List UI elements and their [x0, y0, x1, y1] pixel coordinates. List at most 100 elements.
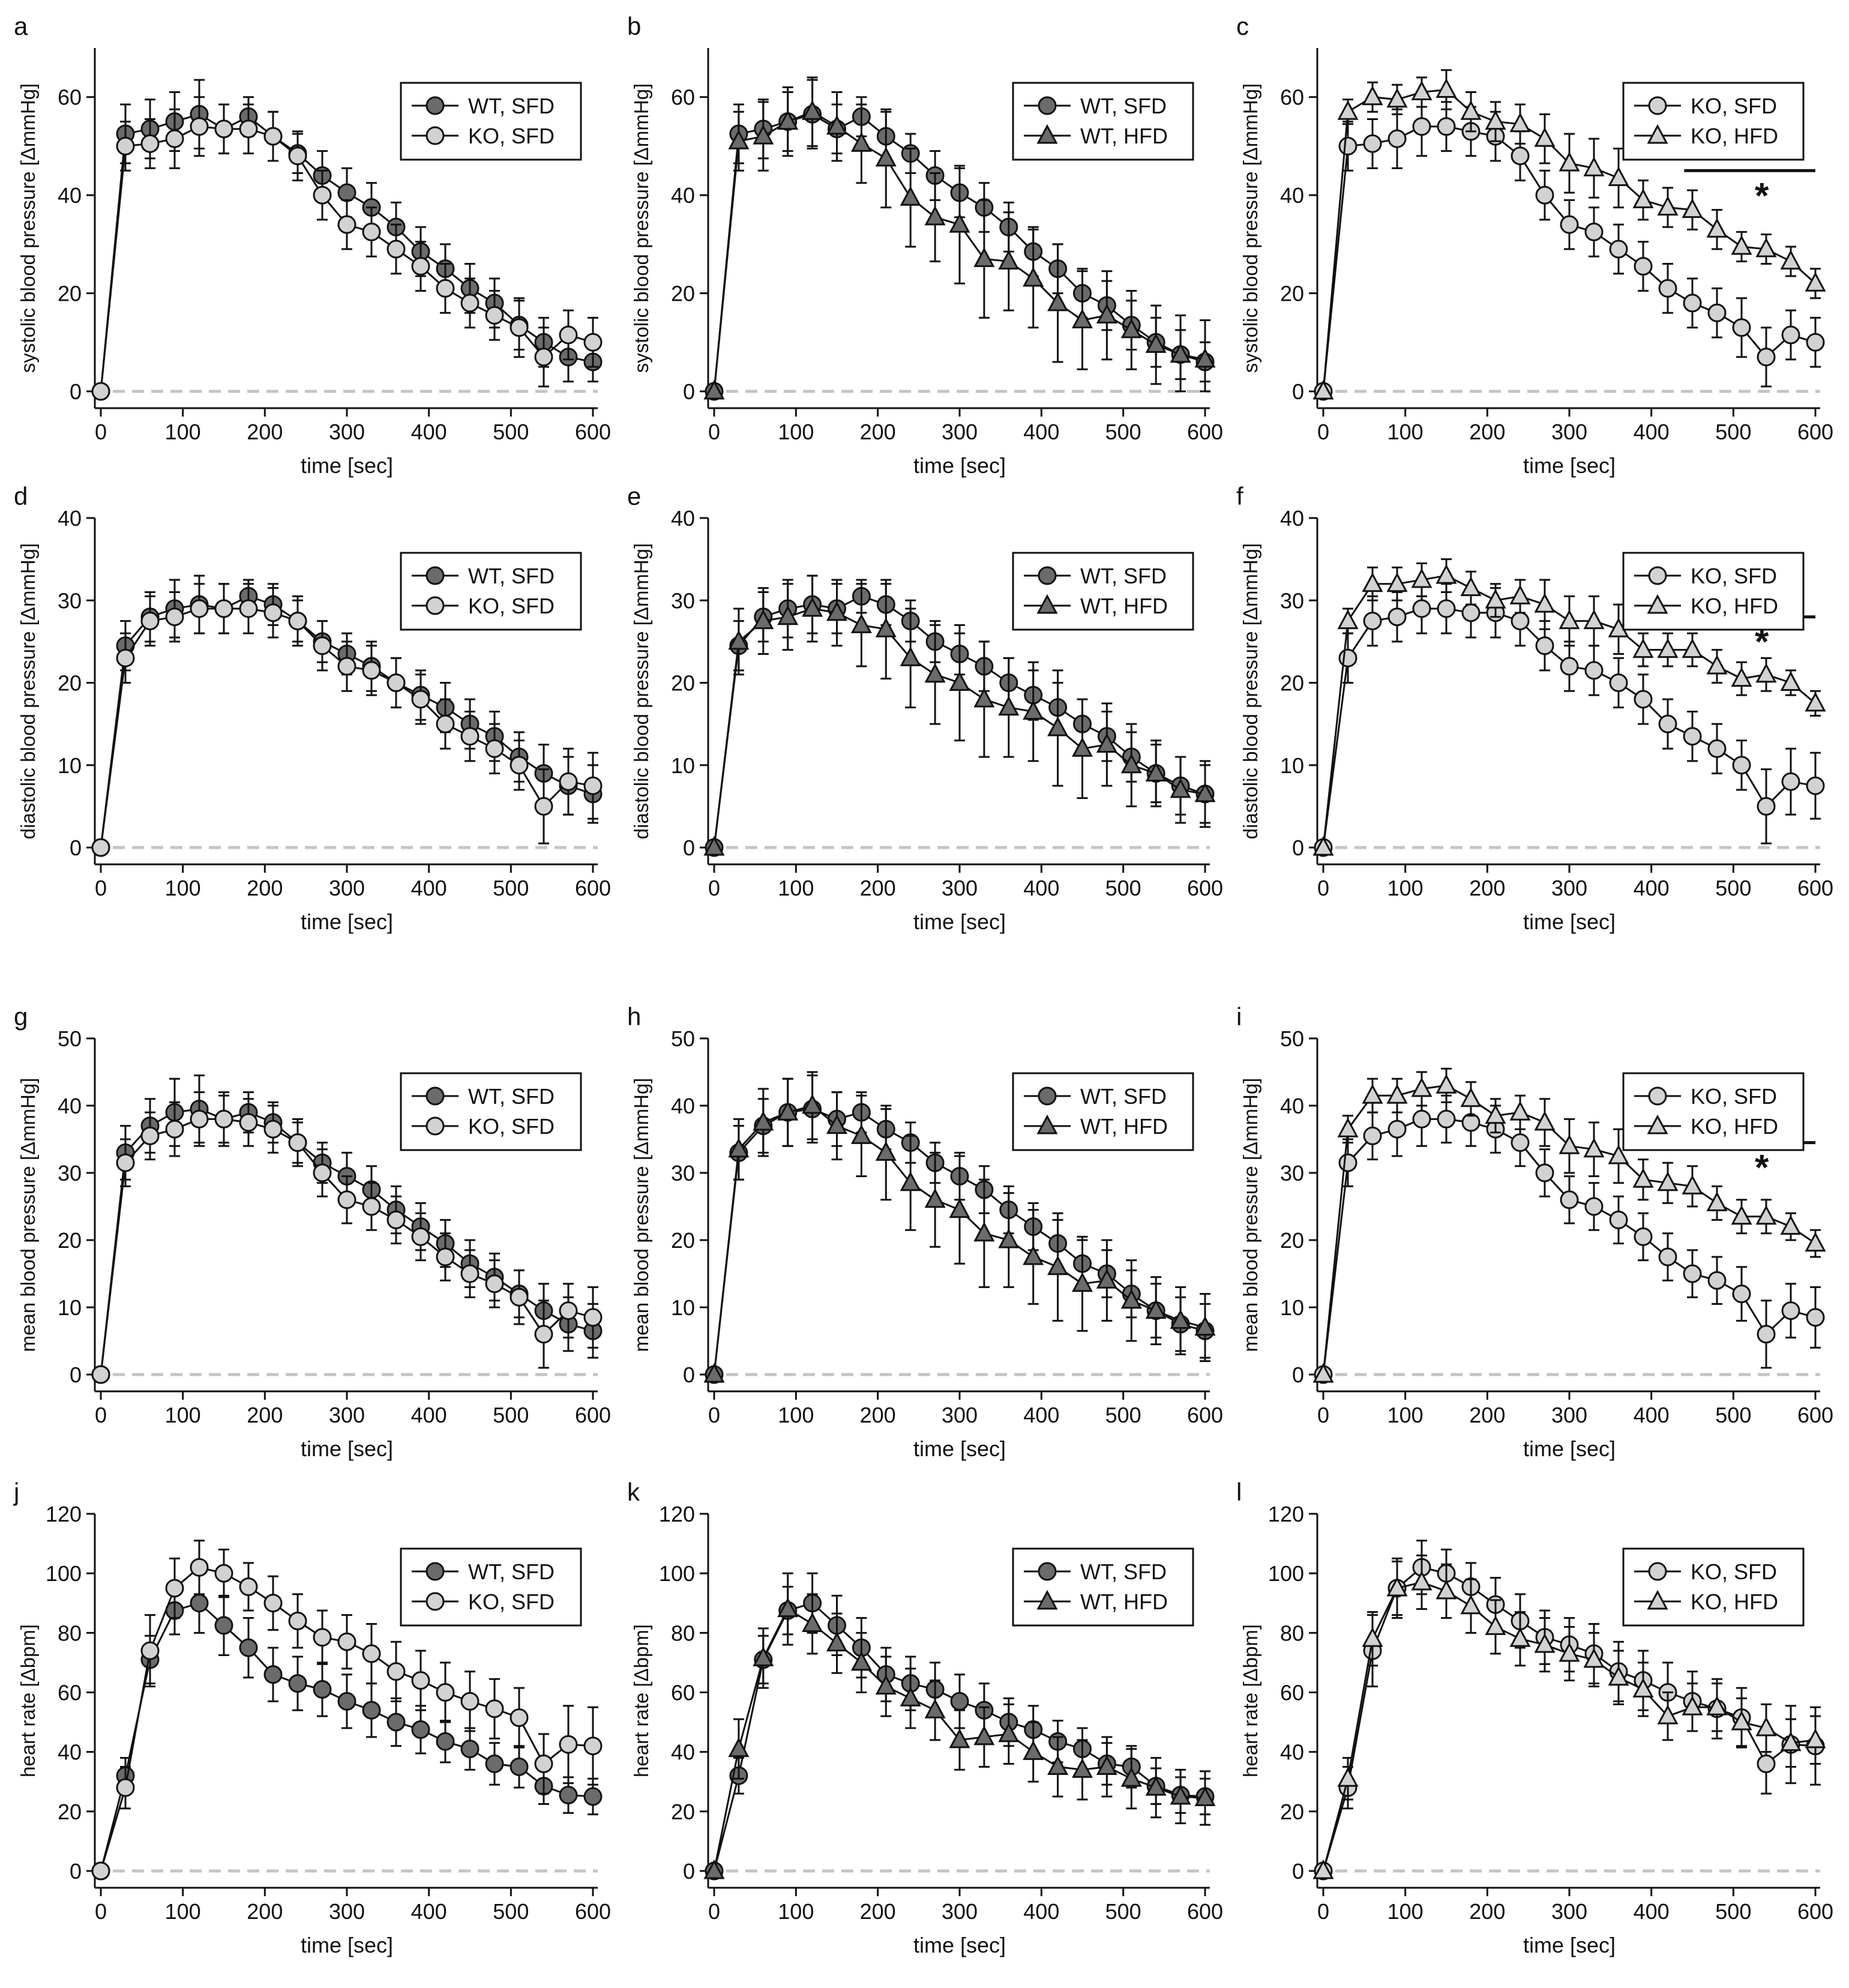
y-tick-label: 30: [1280, 1161, 1304, 1185]
legend-marker: [425, 1592, 445, 1611]
x-tick-label: 600: [1797, 1403, 1833, 1427]
data-point: [1047, 1255, 1069, 1276]
legend-marker: [1648, 566, 1667, 585]
legend-label: KO, SFD: [1691, 1084, 1777, 1109]
data-point: [1658, 714, 1677, 733]
data-point: [1559, 609, 1580, 630]
data-point: [1338, 1153, 1357, 1172]
x-axis-label: time [sec]: [1523, 909, 1616, 934]
data-point: [510, 1708, 529, 1727]
legend-marker: [1647, 1589, 1668, 1610]
legend-label: WT, SFD: [1080, 1559, 1167, 1584]
data-point: [826, 1631, 848, 1652]
data-point: [1170, 343, 1191, 363]
data-point: [288, 1612, 307, 1630]
data-point: [1682, 198, 1703, 218]
legend-label: KO, SFD: [1691, 94, 1777, 118]
y-tick-label: 0: [70, 1859, 82, 1884]
y-axis-label: diastolic blood pressure [ΔmmHg]: [630, 543, 652, 839]
legend-marker: [1648, 1086, 1667, 1106]
data-point: [850, 1124, 872, 1144]
legend-box: [1012, 1547, 1194, 1627]
data-point: [1534, 1633, 1556, 1653]
y-tick-label: 40: [1280, 183, 1304, 208]
data-point: [949, 1728, 970, 1749]
data-point: [1412, 117, 1431, 136]
data-point: [559, 325, 578, 345]
x-tick-label: 300: [329, 1403, 365, 1427]
data-point: [1560, 657, 1579, 676]
data-point: [1805, 1728, 1826, 1749]
data-point: [1707, 739, 1727, 758]
data-point: [1485, 1615, 1506, 1635]
y-tick-label: 40: [58, 1094, 82, 1118]
x-tick-label: 100: [165, 1403, 201, 1427]
data-point: [436, 1683, 455, 1702]
data-point: [1755, 663, 1777, 683]
x-tick-label: 200: [1469, 420, 1505, 444]
legend-box: [400, 1072, 582, 1151]
y-tick-label: 60: [1280, 1681, 1304, 1705]
data-point: [386, 1712, 406, 1732]
data-point: [1337, 100, 1359, 120]
y-tick-label: 60: [1280, 85, 1304, 110]
y-axis-label: diastolic blood pressure [ΔmmHg]: [1239, 543, 1261, 839]
data-point: [1145, 762, 1167, 782]
data-point: [1312, 1859, 1334, 1879]
x-tick-label: 500: [1715, 1899, 1751, 1924]
y-tick-label: 10: [58, 1295, 82, 1320]
x-tick-label: 200: [1469, 1899, 1505, 1924]
data-point: [1023, 267, 1044, 287]
data-point: [510, 318, 529, 337]
x-tick-label: 100: [165, 876, 201, 900]
data-point: [485, 739, 504, 758]
data-point: [1485, 589, 1506, 609]
data-point: [1781, 1301, 1800, 1321]
data-point: [802, 1094, 823, 1114]
y-tick-label: 30: [58, 588, 82, 613]
legend-label: KO, HFD: [1691, 594, 1778, 618]
x-tick-label: 600: [1797, 876, 1833, 900]
y-tick-label: 10: [671, 1295, 695, 1320]
data-point: [91, 1861, 110, 1881]
x-tick-label: 200: [1469, 1403, 1505, 1427]
data-point: [1145, 333, 1167, 353]
y-tick-label: 10: [58, 753, 82, 778]
legend-marker: [425, 1086, 445, 1106]
data-point: [1388, 129, 1407, 148]
data-point: [559, 1786, 578, 1805]
data-point: [510, 1757, 529, 1776]
legend-box: [1012, 1072, 1194, 1151]
data-point: [826, 601, 848, 621]
data-point: [1436, 1579, 1457, 1600]
legend-label: KO, SFD: [1691, 1559, 1777, 1584]
data-point: [1411, 1570, 1433, 1591]
data-point: [1437, 1109, 1456, 1128]
y-tick-label: 40: [1280, 1740, 1304, 1765]
data-point: [239, 119, 258, 139]
x-tick-label: 600: [575, 876, 611, 900]
x-tick-label: 100: [778, 876, 814, 900]
data-point: [1338, 136, 1357, 155]
data-point: [1657, 196, 1679, 216]
y-tick-label: 0: [1292, 1859, 1304, 1884]
x-axis-label: time [sec]: [301, 909, 393, 934]
x-tick-label: 300: [1551, 420, 1587, 444]
legend-marker: [1647, 594, 1668, 614]
y-tick-label: 20: [1280, 671, 1304, 696]
data-point: [214, 1564, 233, 1583]
x-tick-label: 100: [165, 1899, 201, 1924]
data-point: [1460, 1594, 1482, 1615]
legend-label: KO, SFD: [468, 594, 555, 618]
x-tick-label: 100: [1388, 1403, 1424, 1427]
data-point: [703, 379, 725, 400]
y-tick-label: 20: [671, 282, 695, 306]
data-point: [1096, 304, 1117, 324]
data-point: [288, 1133, 307, 1152]
data-point: [703, 1859, 725, 1879]
